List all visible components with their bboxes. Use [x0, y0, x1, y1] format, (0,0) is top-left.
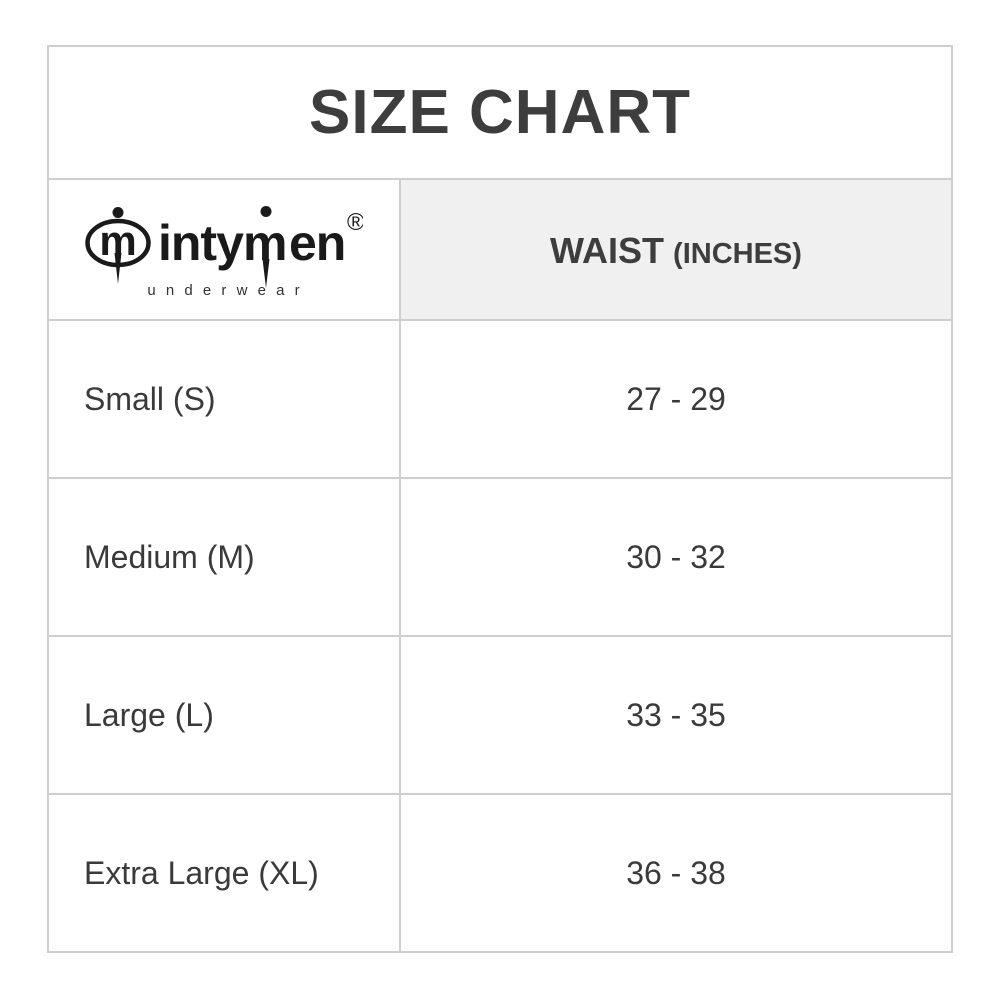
logo-emblem-dot [112, 206, 124, 218]
logo-tagline: u n d e r w e a r [147, 282, 302, 299]
registered-trademark-icon: ® [347, 209, 363, 236]
table-header-row: m inty m en ® u n d e r w e a r WAIST (I… [49, 180, 951, 321]
size-label: Extra Large (XL) [49, 795, 401, 951]
waist-range: 30 - 32 [626, 538, 726, 575]
logo-emblem-tail [114, 252, 122, 284]
waist-header-unit: (INCHES) [673, 238, 802, 270]
table-row: Medium (M) 30 - 32 [49, 479, 951, 637]
logo-word-inty: inty [158, 215, 244, 271]
brand-logo-cell: m inty m en ® u n d e r w e a r [49, 180, 401, 319]
size-chart-table: SIZE CHART m inty m en ® u n d e r w e a… [47, 45, 953, 953]
table-row: Large (L) 33 - 35 [49, 637, 951, 795]
waist-range: 27 - 29 [626, 380, 726, 417]
page-title: SIZE CHART [309, 78, 691, 147]
size-label: Large (L) [49, 637, 401, 793]
logo-m-tail [262, 258, 270, 288]
waist-range: 36 - 38 [626, 854, 726, 891]
table-row: Small (S) 27 - 29 [49, 321, 951, 479]
table-row: Extra Large (XL) 36 - 38 [49, 795, 951, 951]
intymen-logo-icon: m inty m en ® u n d e r w e a r [85, 205, 363, 299]
waist-header-cell: WAIST (INCHES) [401, 180, 951, 319]
size-label: Small (S) [49, 321, 401, 477]
logo-word-en: en [289, 215, 345, 271]
title-row: SIZE CHART [49, 47, 951, 180]
waist-header-label: WAIST [550, 230, 665, 271]
logo-m-dot [260, 205, 272, 217]
waist-range: 33 - 35 [626, 696, 726, 733]
size-label: Medium (M) [49, 479, 401, 635]
